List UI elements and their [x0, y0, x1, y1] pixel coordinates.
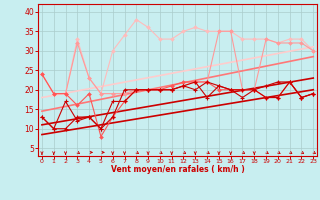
- X-axis label: Vent moyen/en rafales ( km/h ): Vent moyen/en rafales ( km/h ): [111, 165, 244, 174]
